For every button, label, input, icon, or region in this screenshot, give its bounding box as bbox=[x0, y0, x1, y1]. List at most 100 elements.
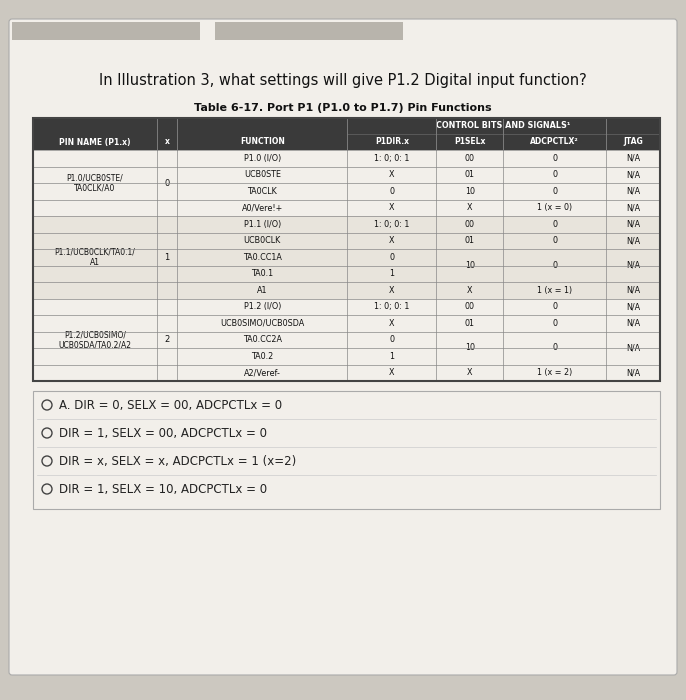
Bar bbox=[503, 150, 606, 167]
Bar bbox=[606, 232, 660, 249]
Bar bbox=[503, 199, 606, 216]
Bar bbox=[347, 365, 436, 381]
Bar bbox=[606, 150, 660, 167]
Bar bbox=[436, 332, 503, 365]
Bar bbox=[347, 348, 436, 365]
Text: JTAG: JTAG bbox=[623, 137, 643, 146]
Text: N/A: N/A bbox=[626, 302, 640, 312]
Bar bbox=[157, 298, 178, 315]
Text: DIR = x, SELX = x, ADCPCTLx = 1 (x=2): DIR = x, SELX = x, ADCPCTLx = 1 (x=2) bbox=[59, 454, 296, 468]
Bar bbox=[606, 265, 660, 282]
Bar bbox=[33, 199, 157, 216]
Text: CONTROL BITS AND SIGNALS¹: CONTROL BITS AND SIGNALS¹ bbox=[436, 122, 571, 130]
Bar bbox=[436, 265, 503, 282]
Bar bbox=[33, 118, 660, 134]
Bar bbox=[215, 22, 403, 40]
Bar bbox=[157, 298, 178, 381]
Bar bbox=[606, 199, 660, 216]
Bar bbox=[436, 167, 503, 183]
Text: 0: 0 bbox=[552, 351, 557, 360]
Bar bbox=[178, 332, 347, 348]
Text: N/A: N/A bbox=[626, 220, 640, 229]
Bar bbox=[606, 365, 660, 381]
Bar bbox=[606, 249, 660, 265]
Bar bbox=[33, 348, 157, 365]
Text: X: X bbox=[389, 170, 394, 179]
Bar bbox=[436, 199, 503, 216]
Text: 10: 10 bbox=[464, 351, 475, 360]
Text: 10: 10 bbox=[464, 253, 475, 262]
Bar bbox=[503, 216, 606, 232]
Text: N/A: N/A bbox=[626, 203, 640, 212]
Text: Table 6-17. Port P1 (P1.0 to P1.7) Pin Functions: Table 6-17. Port P1 (P1.0 to P1.7) Pin F… bbox=[194, 103, 492, 113]
Bar bbox=[436, 249, 503, 265]
Text: N/A: N/A bbox=[626, 286, 640, 295]
Text: DIR = 1, SELX = 00, ADCPCTLx = 0: DIR = 1, SELX = 00, ADCPCTLx = 0 bbox=[59, 426, 267, 440]
Text: 0: 0 bbox=[552, 253, 557, 262]
Bar bbox=[157, 282, 178, 298]
Text: 10: 10 bbox=[464, 187, 475, 196]
Bar bbox=[436, 332, 503, 348]
Text: 00: 00 bbox=[464, 302, 475, 312]
Bar bbox=[347, 298, 436, 315]
Text: 10: 10 bbox=[464, 344, 475, 353]
Text: A0/Vere!+: A0/Vere!+ bbox=[241, 203, 283, 212]
Bar bbox=[33, 216, 157, 232]
Bar bbox=[33, 150, 157, 216]
Text: N/A: N/A bbox=[626, 187, 640, 196]
Text: 0: 0 bbox=[552, 237, 557, 245]
Bar bbox=[33, 216, 157, 298]
Bar bbox=[606, 332, 660, 365]
Text: P1.1/UCB0CLK/TA0.1/
A1: P1.1/UCB0CLK/TA0.1/ A1 bbox=[54, 248, 135, 267]
Bar bbox=[503, 265, 606, 282]
Bar bbox=[347, 265, 436, 282]
Bar bbox=[347, 282, 436, 298]
Bar bbox=[503, 167, 606, 183]
Bar bbox=[33, 118, 660, 381]
Bar bbox=[33, 315, 157, 332]
Bar bbox=[33, 282, 157, 298]
Bar bbox=[606, 332, 660, 348]
Text: 0: 0 bbox=[552, 302, 557, 312]
Bar bbox=[503, 365, 606, 381]
Text: 1 (x = 1): 1 (x = 1) bbox=[537, 286, 572, 295]
Bar bbox=[347, 167, 436, 183]
Text: 0: 0 bbox=[552, 187, 557, 196]
Text: X: X bbox=[389, 368, 394, 377]
Bar bbox=[178, 348, 347, 365]
Text: 0: 0 bbox=[165, 178, 169, 188]
Text: N/A: N/A bbox=[626, 270, 640, 278]
Text: UCB0STE: UCB0STE bbox=[244, 170, 281, 179]
Text: 01: 01 bbox=[464, 237, 475, 245]
Bar bbox=[178, 365, 347, 381]
Text: 0: 0 bbox=[552, 220, 557, 229]
Bar bbox=[157, 232, 178, 249]
Text: A. DIR = 0, SELX = 00, ADCPCTLx = 0: A. DIR = 0, SELX = 00, ADCPCTLx = 0 bbox=[59, 398, 282, 412]
Text: 01: 01 bbox=[464, 170, 475, 179]
Text: PIN NAME (P1.x): PIN NAME (P1.x) bbox=[59, 137, 130, 146]
Text: 0: 0 bbox=[552, 344, 557, 353]
Text: N/A: N/A bbox=[626, 170, 640, 179]
Bar bbox=[178, 183, 347, 200]
Text: 1: 1 bbox=[389, 270, 394, 278]
Bar bbox=[157, 150, 178, 216]
Text: 2: 2 bbox=[165, 335, 169, 344]
Bar bbox=[33, 332, 157, 348]
Text: N/A: N/A bbox=[626, 368, 640, 377]
Text: X: X bbox=[467, 203, 473, 212]
Text: 00: 00 bbox=[464, 154, 475, 163]
Text: 1: 0; 0: 1: 1: 0; 0: 1 bbox=[374, 220, 410, 229]
Bar bbox=[436, 298, 503, 315]
Text: 10: 10 bbox=[464, 270, 475, 278]
Text: 1: 1 bbox=[165, 253, 169, 262]
Text: 0: 0 bbox=[552, 261, 557, 270]
Text: UCB0SIMO/UCB0SDA: UCB0SIMO/UCB0SDA bbox=[220, 318, 305, 328]
Text: 0: 0 bbox=[552, 154, 557, 163]
Text: FUNCTION: FUNCTION bbox=[240, 137, 285, 146]
Text: P1DIR.x: P1DIR.x bbox=[375, 137, 409, 146]
Bar bbox=[33, 391, 660, 509]
Text: 10: 10 bbox=[464, 335, 475, 344]
Bar bbox=[436, 315, 503, 332]
Text: 0: 0 bbox=[389, 335, 394, 344]
Bar bbox=[606, 183, 660, 200]
